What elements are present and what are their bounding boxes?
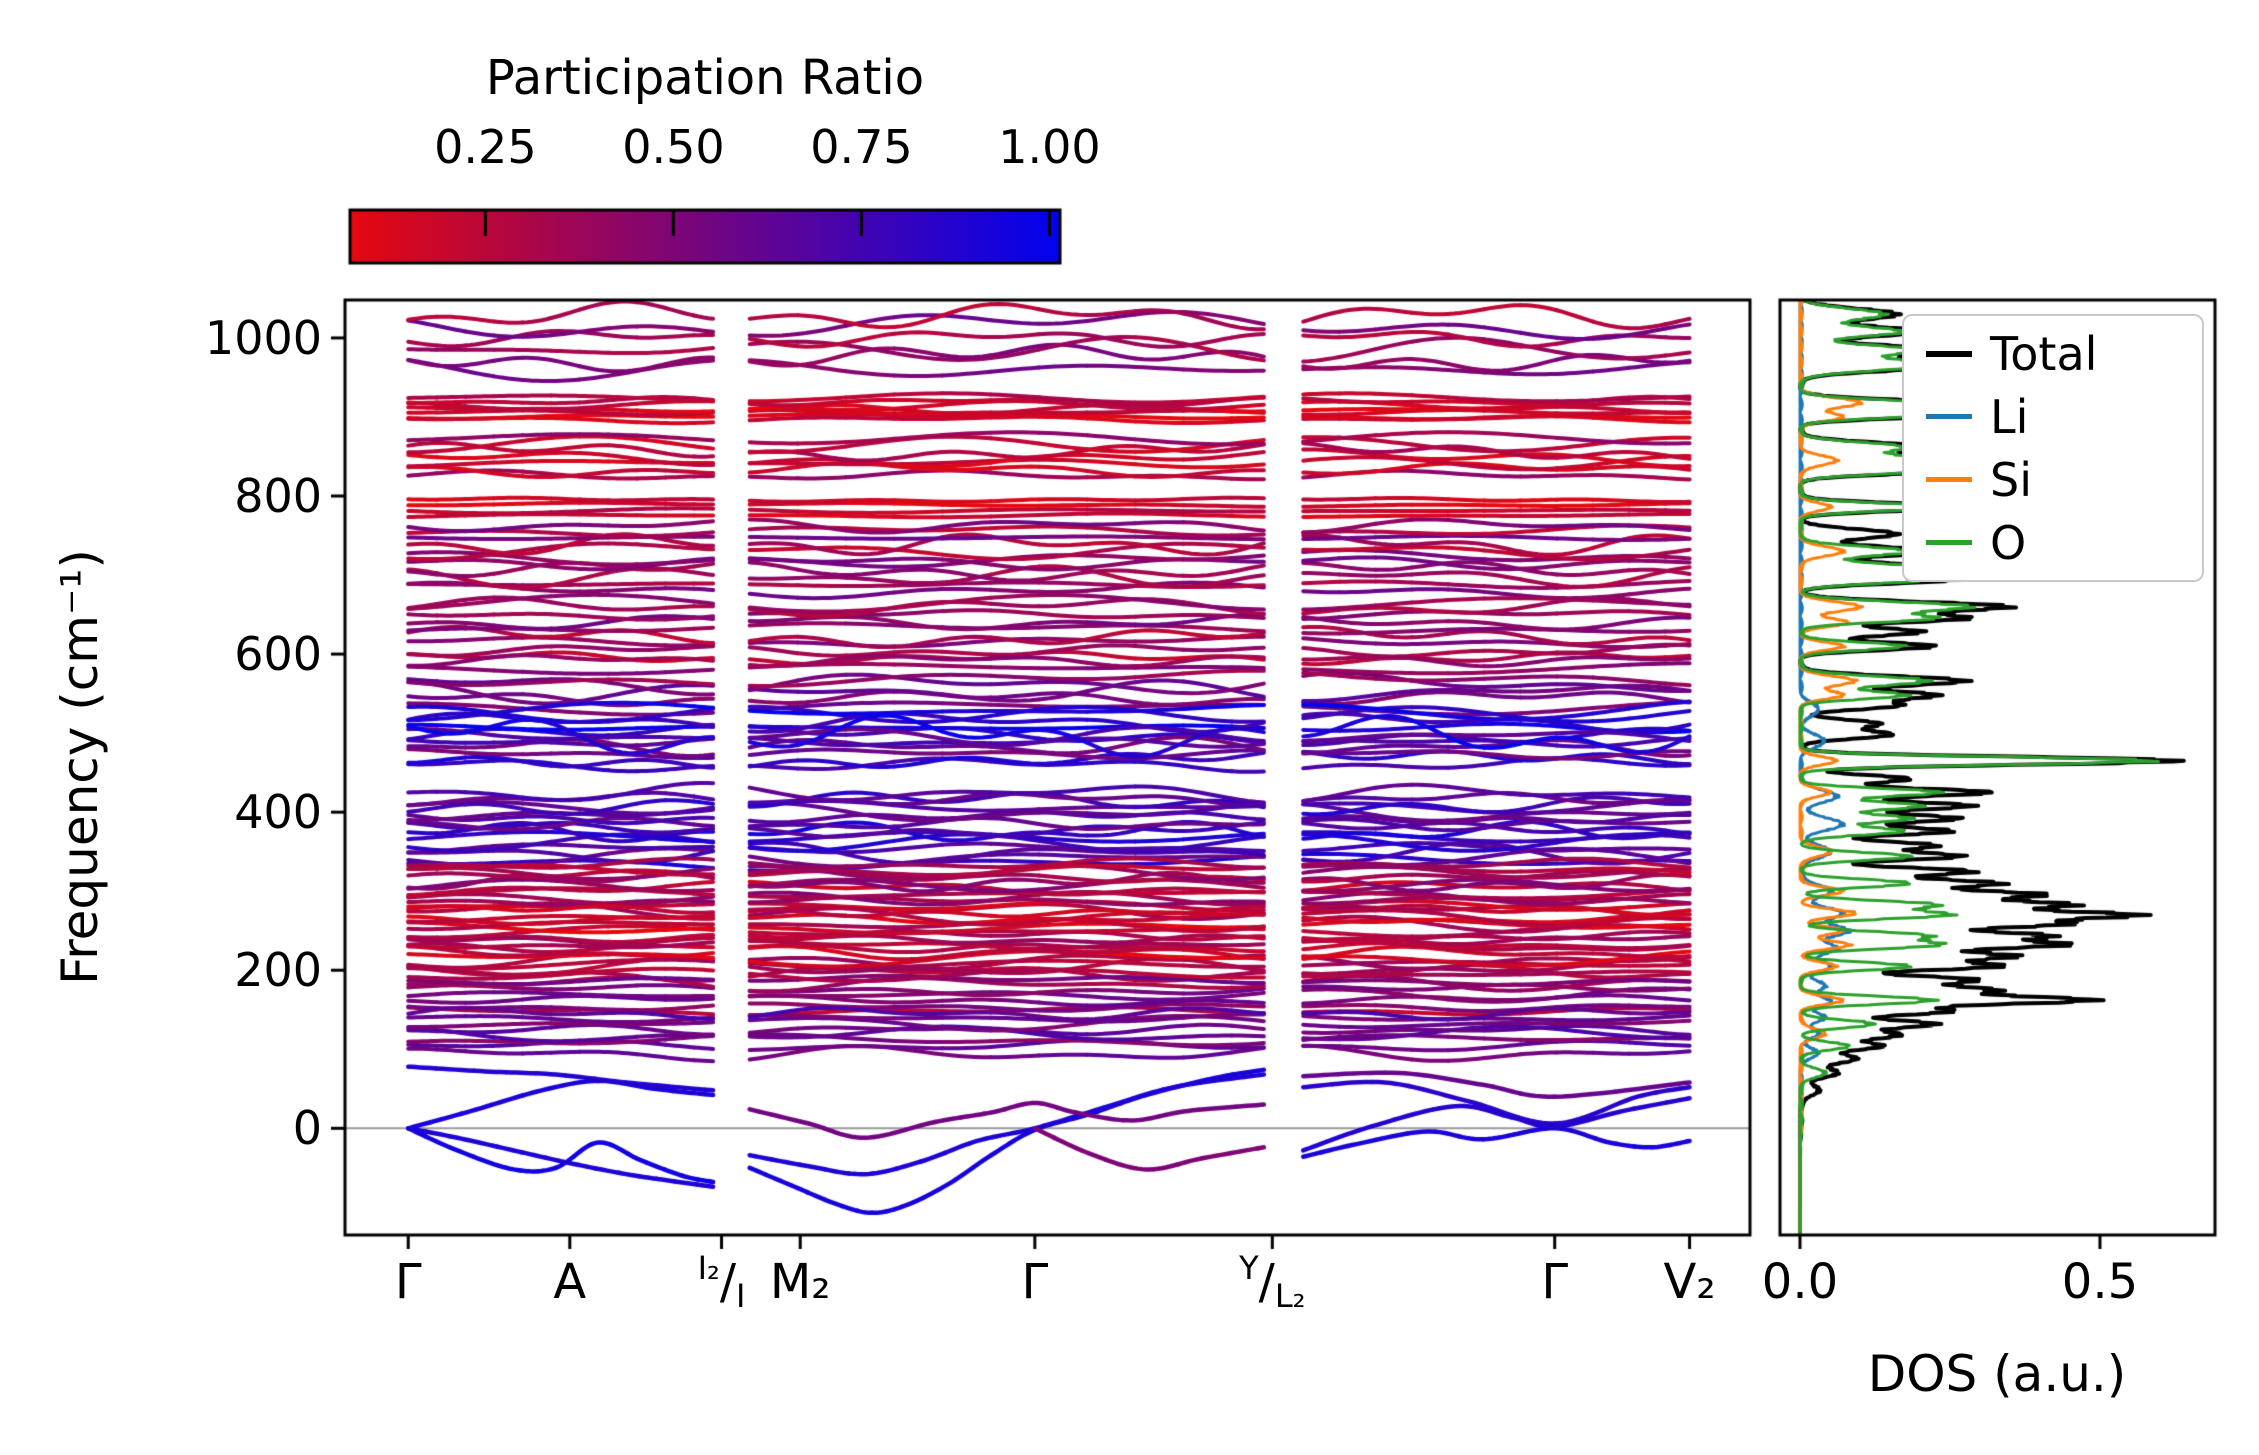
phonon-figure: Participation Ratio Frequency (cm⁻¹) DOS… xyxy=(0,0,2259,1455)
chart-canvas xyxy=(0,0,2259,1455)
